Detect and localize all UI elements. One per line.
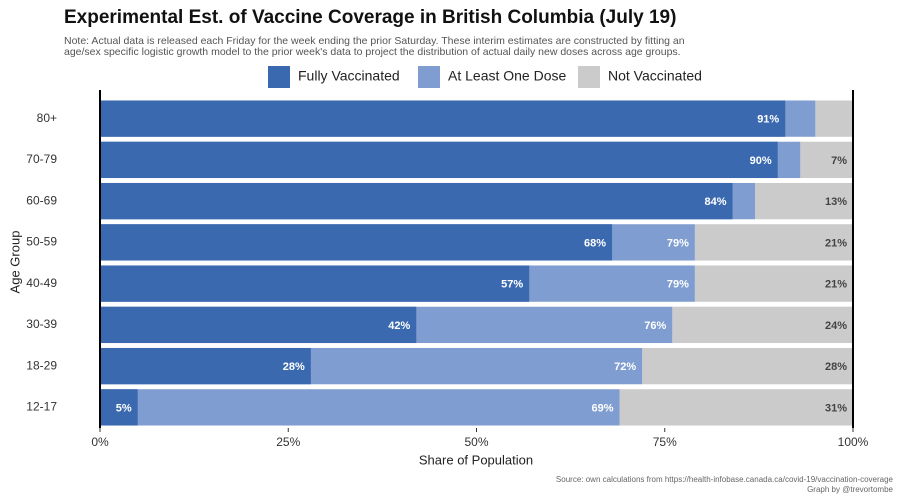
legend-label: At Least One Dose <box>448 68 567 84</box>
value-label: 28% <box>825 361 847 373</box>
value-label: 31% <box>825 402 847 414</box>
y-tick-label: 50-59 <box>26 235 57 249</box>
value-label: 28% <box>283 361 305 373</box>
bar <box>800 141 853 179</box>
legend-label: Fully Vaccinated <box>298 68 400 84</box>
bar <box>100 100 786 137</box>
x-tick-label: 0% <box>91 435 109 449</box>
value-label: 90% <box>750 155 772 167</box>
y-tick-label: 70-79 <box>26 152 57 166</box>
value-label: 84% <box>704 196 726 208</box>
legend-swatch <box>268 66 290 88</box>
x-axis-title: Share of Population <box>419 452 533 467</box>
bar <box>100 224 613 261</box>
y-tick-label: 12-17 <box>26 400 57 414</box>
y-tick-label: 40-49 <box>26 276 57 290</box>
x-tick-label: 25% <box>276 435 300 449</box>
bar <box>619 389 853 426</box>
x-tick-label: 75% <box>653 435 677 449</box>
chart-note: age/sex specific logistic growth model t… <box>64 46 681 58</box>
value-label: 79% <box>667 237 689 249</box>
y-tick-label: 80+ <box>37 111 57 125</box>
value-label: 7% <box>831 155 847 167</box>
value-label: 72% <box>614 361 636 373</box>
bar <box>672 306 853 344</box>
bar <box>694 265 853 302</box>
y-tick-label: 30-39 <box>26 317 57 331</box>
value-label: 76% <box>644 320 666 332</box>
chart-note: Note: Actual data is released each Frida… <box>64 35 685 47</box>
x-tick-label: 100% <box>838 435 869 449</box>
bar <box>100 182 733 220</box>
legend-label: Not Vaccinated <box>608 68 702 84</box>
bar <box>100 389 620 426</box>
credit: Graph by @trevortombe <box>807 485 893 494</box>
value-label: 42% <box>388 320 410 332</box>
source: Source: own calculations from https://he… <box>556 475 894 484</box>
value-label: 91% <box>757 114 779 126</box>
y-tick-label: 60-69 <box>26 193 57 207</box>
bar <box>100 141 778 179</box>
legend-swatch <box>578 66 600 88</box>
bar <box>642 347 853 385</box>
legend-swatch <box>418 66 440 88</box>
bar <box>100 265 530 302</box>
value-label: 68% <box>584 237 606 249</box>
value-label: 21% <box>825 279 847 291</box>
value-label: 57% <box>501 279 523 291</box>
y-tick-label: 18-29 <box>26 358 57 372</box>
value-label: 79% <box>667 279 689 291</box>
y-axis-title: Age Group <box>7 231 22 294</box>
value-label: 69% <box>592 402 614 414</box>
bar <box>694 224 853 261</box>
bar <box>100 306 417 344</box>
value-label: 21% <box>825 237 847 249</box>
value-label: 24% <box>825 320 847 332</box>
value-label: 5% <box>116 402 132 414</box>
value-label: 13% <box>825 196 847 208</box>
bar <box>100 389 138 426</box>
bar <box>100 347 311 385</box>
bar <box>755 182 853 220</box>
chart-title: Experimental Est. of Vaccine Coverage in… <box>64 7 676 28</box>
bar <box>815 100 853 137</box>
x-tick-label: 50% <box>464 435 488 449</box>
